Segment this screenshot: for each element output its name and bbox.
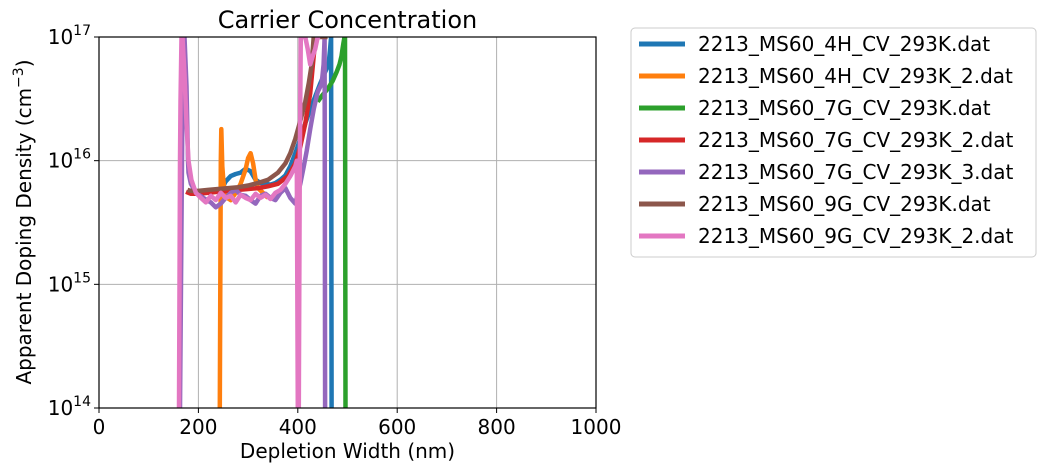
x-tick-label: 200 [179,415,217,439]
y-axis-label-unit-exponent: −3 [11,67,27,88]
legend-label: 2213_MS60_7G_CV_293K_3.dat [698,160,1013,184]
x-tick-label: 400 [279,415,317,439]
legend-label: 2213_MS60_9G_CV_293K_2.dat [698,224,1013,248]
series-lines [176,37,348,408]
y-axis-label: Apparent Doping Density (cm−3) [11,59,36,384]
x-tick-label: 0 [93,415,106,439]
legend: 2213_MS60_4H_CV_293K.dat 2213_MS60_4H_CV_… [630,27,1037,258]
legend-label: 2213_MS60_7G_CV_293K_2.dat [698,128,1013,152]
x-tick-label: 800 [478,415,516,439]
legend-label: 2213_MS60_7G_CV_293K.dat [698,96,991,120]
legend-label: 2213_MS60_4H_CV_293K_2.dat [698,64,1013,88]
x-tick-label: 600 [378,415,416,439]
plot-frame [98,36,597,409]
x-tick-label: 1000 [571,415,622,439]
legend-label: 2213_MS60_4H_CV_293K.dat [698,32,990,56]
series-line-6 [186,37,328,194]
x-axis-ticks: 0 200 400 600 800 1000 [93,408,622,439]
series-line-1 [220,37,334,408]
series-line-4 [185,37,318,197]
y-tick-label: 1016 [48,147,91,173]
legend-frame [630,27,1037,258]
y-axis-ticks: 1014 1015 1016 1017 [48,23,99,420]
series-line-2 [217,126,270,408]
series-line-7 [176,37,321,408]
legend-label: 2213_MS60_9G_CV_293K.dat [698,192,991,216]
y-tick-label: 1017 [48,23,91,49]
y-tick-label: 1014 [48,394,91,420]
y-tick-label: 1015 [48,270,91,296]
series-line-5 [177,37,328,408]
x-axis-label: Depletion Width (nm) [240,439,455,463]
chart-title: Carrier Concentration [218,6,478,34]
